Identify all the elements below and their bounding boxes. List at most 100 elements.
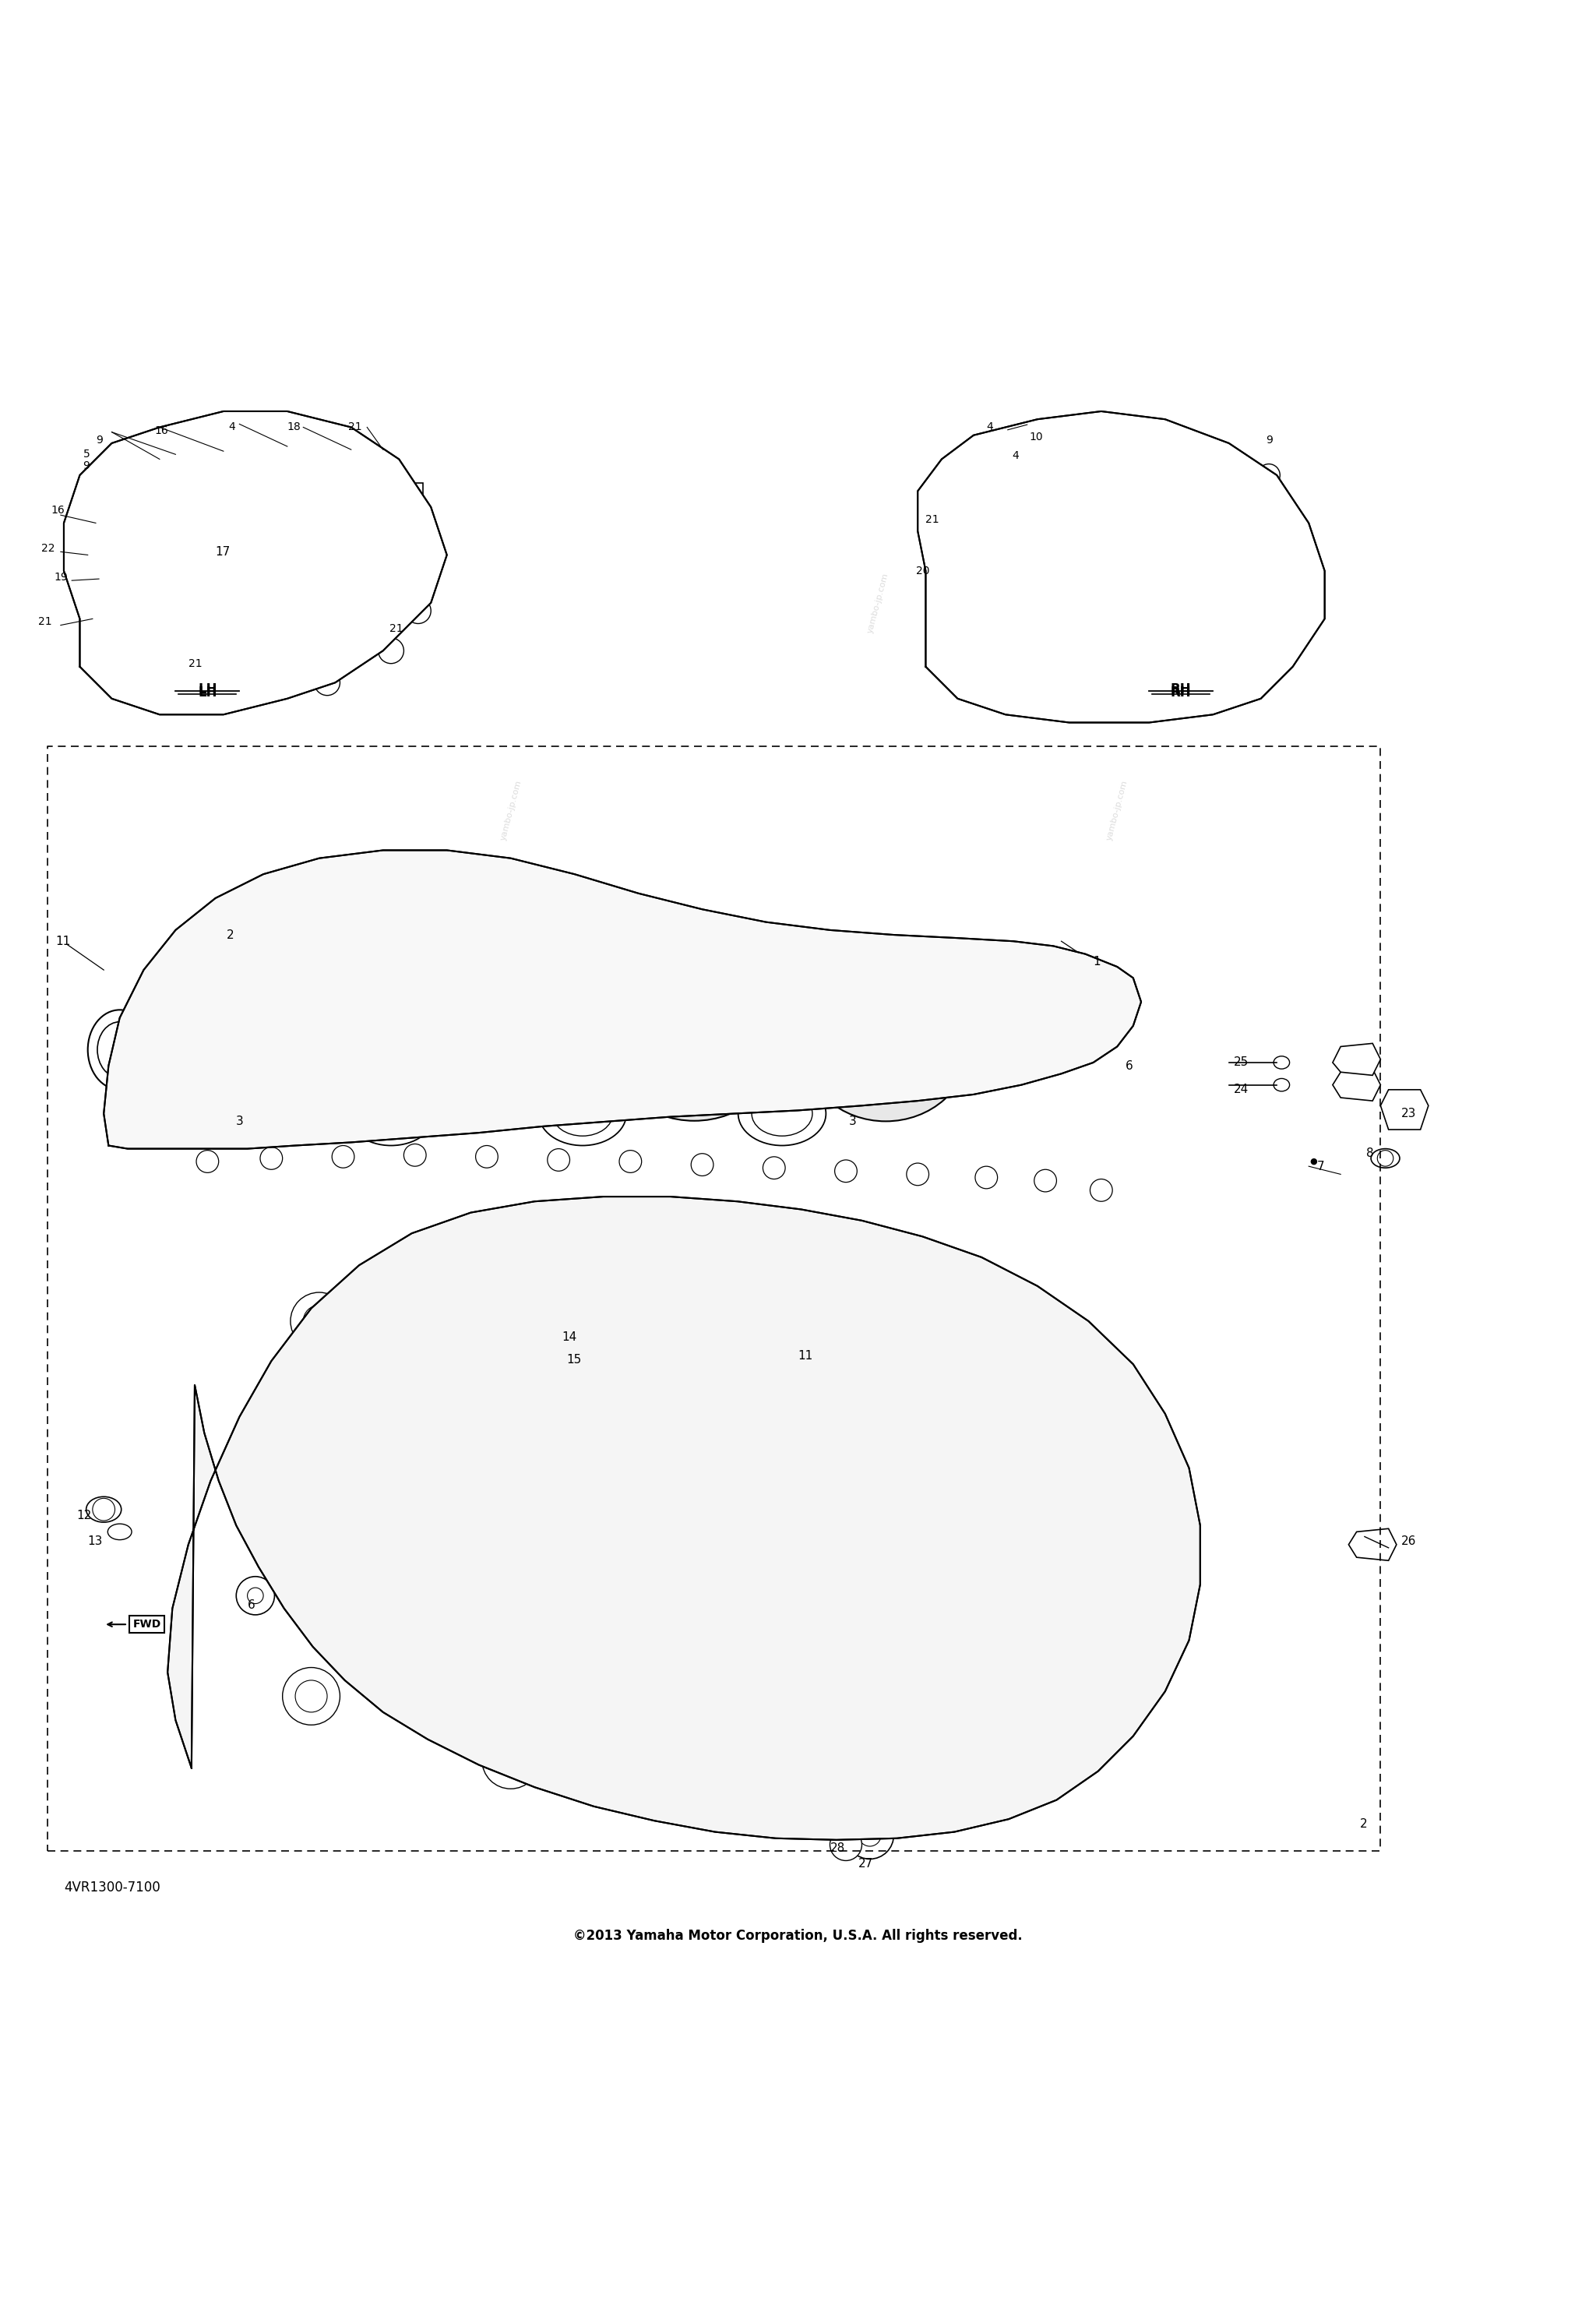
Text: 4: 4 <box>228 423 235 432</box>
Text: 20: 20 <box>916 564 930 576</box>
Circle shape <box>314 669 340 695</box>
Text: 3: 3 <box>236 1115 244 1127</box>
Circle shape <box>1090 1180 1112 1201</box>
Text: 9: 9 <box>96 434 102 446</box>
Polygon shape <box>1381 1089 1428 1129</box>
Circle shape <box>1282 511 1304 534</box>
Text: 21: 21 <box>38 616 53 627</box>
Circle shape <box>1282 616 1304 639</box>
Polygon shape <box>1333 1069 1381 1101</box>
Circle shape <box>975 1166 998 1189</box>
Circle shape <box>236 1577 275 1614</box>
Circle shape <box>482 1731 539 1789</box>
Text: 16: 16 <box>51 504 65 516</box>
Text: 19: 19 <box>54 571 69 583</box>
Circle shape <box>290 1292 348 1350</box>
Ellipse shape <box>402 934 587 1101</box>
Circle shape <box>196 1150 219 1173</box>
Text: 12: 12 <box>77 1510 91 1522</box>
Text: ●: ● <box>1310 1157 1317 1166</box>
Ellipse shape <box>538 1083 626 1145</box>
Ellipse shape <box>88 1011 152 1089</box>
Circle shape <box>938 648 961 669</box>
Ellipse shape <box>346 1083 434 1145</box>
Text: RH: RH <box>1171 685 1191 699</box>
Circle shape <box>147 669 172 695</box>
Polygon shape <box>168 1196 1200 1840</box>
Circle shape <box>405 597 431 623</box>
Text: yambo-jp.com: yambo-jp.com <box>867 571 889 634</box>
Circle shape <box>332 1145 354 1168</box>
Text: 17: 17 <box>215 546 230 558</box>
Text: 21: 21 <box>389 623 404 634</box>
Text: 28: 28 <box>830 1842 844 1854</box>
Text: 3: 3 <box>849 1115 857 1127</box>
Circle shape <box>978 674 1001 697</box>
Circle shape <box>399 541 425 567</box>
Ellipse shape <box>431 959 559 1076</box>
Text: 8: 8 <box>1366 1148 1374 1159</box>
Text: 27: 27 <box>859 1858 873 1870</box>
Ellipse shape <box>803 971 969 1122</box>
Polygon shape <box>64 411 447 715</box>
Text: 25: 25 <box>1234 1057 1248 1069</box>
Text: yambo-jp.com: yambo-jp.com <box>1106 778 1128 841</box>
Circle shape <box>80 602 105 627</box>
Text: 4VR1300-7100: 4VR1300-7100 <box>64 1882 160 1896</box>
Text: 1: 1 <box>1093 957 1101 969</box>
Circle shape <box>835 1159 857 1182</box>
Circle shape <box>404 1143 426 1166</box>
Text: 7: 7 <box>1317 1162 1325 1173</box>
Circle shape <box>370 479 396 504</box>
Text: FWD: FWD <box>132 1619 161 1631</box>
Text: 5: 5 <box>83 448 89 460</box>
Ellipse shape <box>570 1319 605 1347</box>
Polygon shape <box>104 850 1141 1150</box>
Ellipse shape <box>527 1366 846 1645</box>
Text: 4: 4 <box>1012 451 1018 462</box>
Bar <box>335 483 423 571</box>
Text: 14: 14 <box>562 1331 576 1343</box>
Circle shape <box>691 1155 713 1175</box>
Circle shape <box>378 639 404 664</box>
Polygon shape <box>918 411 1325 722</box>
Text: 2: 2 <box>227 929 235 941</box>
Circle shape <box>96 648 121 674</box>
Ellipse shape <box>168 483 327 620</box>
Ellipse shape <box>961 1461 1112 1628</box>
Text: 9: 9 <box>1266 434 1272 446</box>
Circle shape <box>830 1828 862 1861</box>
Text: 2: 2 <box>1360 1819 1368 1831</box>
Text: 11: 11 <box>56 936 70 948</box>
Text: 6: 6 <box>247 1601 255 1612</box>
Circle shape <box>476 1145 498 1168</box>
Text: 11: 11 <box>798 1350 812 1361</box>
Text: 23: 23 <box>1401 1108 1416 1120</box>
Ellipse shape <box>86 1496 121 1522</box>
Ellipse shape <box>634 987 755 1096</box>
Ellipse shape <box>969 448 1264 678</box>
Circle shape <box>1042 692 1065 715</box>
Ellipse shape <box>1371 1150 1400 1168</box>
Polygon shape <box>1333 1043 1381 1076</box>
Circle shape <box>450 1245 508 1301</box>
Circle shape <box>1258 465 1280 486</box>
Circle shape <box>846 1812 894 1858</box>
Polygon shape <box>1349 1529 1396 1561</box>
Ellipse shape <box>200 948 391 1120</box>
Text: 16: 16 <box>155 425 169 437</box>
Ellipse shape <box>830 997 942 1096</box>
Text: 24: 24 <box>1234 1085 1248 1096</box>
Text: 9: 9 <box>83 460 89 472</box>
Circle shape <box>927 604 950 625</box>
Circle shape <box>1034 1168 1057 1192</box>
Text: LH: LH <box>198 685 217 699</box>
Text: 4: 4 <box>986 423 993 432</box>
Text: 13: 13 <box>88 1536 102 1547</box>
Circle shape <box>907 1164 929 1185</box>
Circle shape <box>282 1668 340 1726</box>
Text: ©2013 Yamaha Motor Corporation, U.S.A. All rights reserved.: ©2013 Yamaha Motor Corporation, U.S.A. A… <box>573 1928 1023 1942</box>
Ellipse shape <box>228 973 362 1094</box>
Text: 21: 21 <box>926 513 940 525</box>
Text: 6: 6 <box>1125 1059 1133 1071</box>
